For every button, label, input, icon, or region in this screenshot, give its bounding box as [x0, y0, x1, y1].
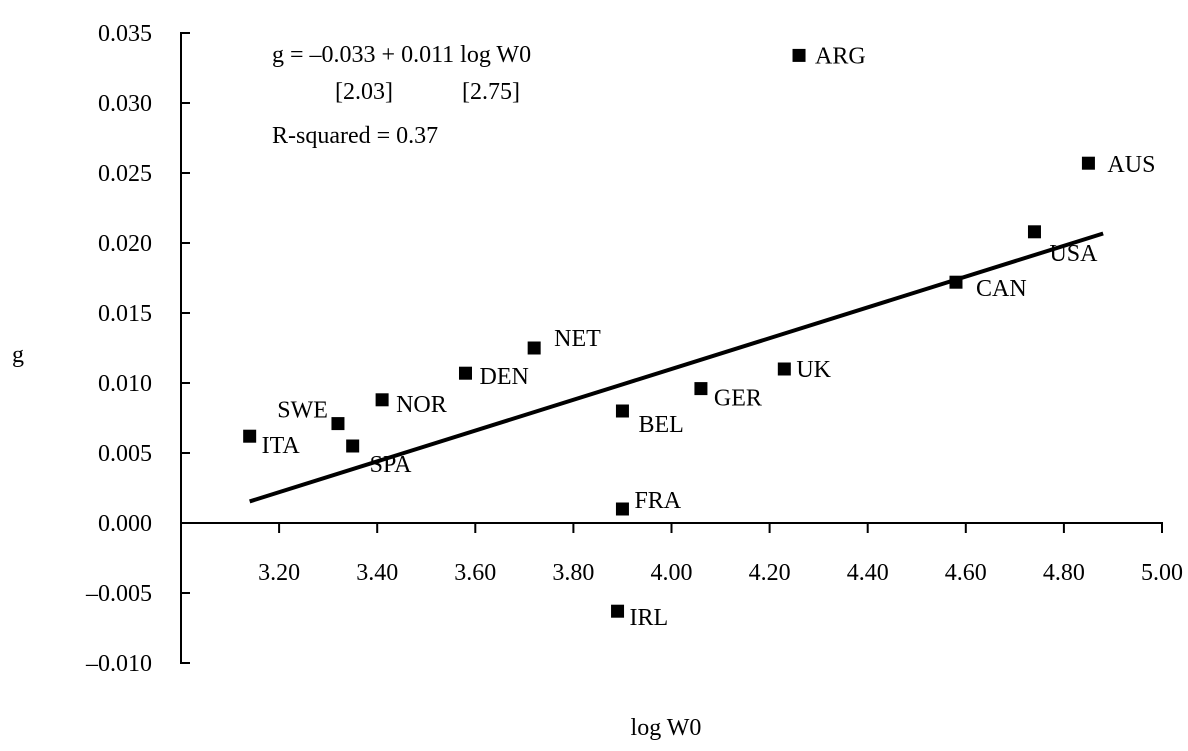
y-tick-label: 0.010: [98, 371, 152, 397]
data-point-ger: [694, 382, 708, 396]
data-point-swe: [331, 417, 345, 431]
point-label-spa: SPA: [370, 452, 412, 478]
x-tick-label: 4.20: [749, 560, 791, 586]
point-label-ger: GER: [714, 386, 762, 412]
x-tick-label: 4.80: [1043, 560, 1085, 586]
y-tick-label: 0.000: [98, 511, 152, 537]
data-point-arg: [792, 48, 806, 62]
x-tick-label: 4.40: [847, 560, 889, 586]
x-axis-title: log W0: [631, 715, 702, 741]
point-label-nor: NOR: [396, 392, 447, 418]
data-point-fra: [615, 502, 629, 516]
point-label-den: DEN: [479, 364, 528, 390]
point-label-irl: IRL: [630, 605, 669, 631]
y-tick-label: 0.035: [98, 21, 152, 47]
data-point-usa: [1027, 225, 1041, 239]
y-tick-label: 0.015: [98, 301, 152, 327]
x-tick-label: 3.20: [258, 560, 300, 586]
data-point-bel: [615, 404, 629, 418]
x-tick-label: 3.80: [552, 560, 594, 586]
x-ticks: 3.20 3.40 3.60 3.80 4.00 4.20 4.40 4.60 4.80 5.00: [258, 522, 1183, 586]
x-tick-label: 3.40: [356, 560, 398, 586]
data-point-net: [527, 341, 541, 355]
y-tick-label: 0.025: [98, 161, 152, 187]
y-tick-label: 0.020: [98, 231, 152, 257]
x-tick-label: 4.00: [651, 560, 693, 586]
y-axis-title: g: [12, 342, 24, 368]
y-tick-label: –0.010: [85, 651, 152, 677]
point-label-swe: SWE: [277, 398, 328, 424]
data-point-den: [458, 366, 472, 380]
data-point-nor: [375, 393, 389, 407]
data-point-can: [949, 275, 963, 289]
point-label-aus: AUS: [1107, 152, 1155, 178]
point-label-ita: ITA: [262, 433, 301, 459]
data-points: ARG AUS USA CAN NET UK DEN GER NOR BEL SWE ITA SPA FR…: [243, 43, 1155, 631]
point-label-net: NET: [554, 326, 601, 352]
data-point-uk: [777, 362, 791, 376]
point-label-fra: FRA: [634, 488, 681, 514]
equation-annotation: g = –0.033 + 0.011 log W0: [272, 42, 531, 68]
data-point-spa: [346, 439, 360, 453]
r-squared-annotation: R-squared = 0.37: [272, 123, 438, 149]
y-tick-label: 0.030: [98, 91, 152, 117]
x-tick-label: 3.60: [454, 560, 496, 586]
data-point-irl: [611, 604, 625, 618]
y-tick-label: –0.005: [85, 581, 152, 607]
y-ticks: 0.035 0.030 0.025 0.020 0.015 0.010 0.005 0.000…: [85, 21, 190, 677]
x-tick-label: 5.00: [1141, 560, 1183, 586]
point-label-bel: BEL: [638, 412, 683, 438]
intercept-tstat-annotation: [2.03]: [335, 79, 393, 105]
slope-tstat-annotation: [2.75]: [462, 79, 520, 105]
point-label-uk: UK: [796, 357, 831, 383]
point-label-usa: USA: [1049, 241, 1098, 267]
point-label-can: CAN: [976, 276, 1027, 302]
point-label-arg: ARG: [815, 43, 866, 69]
data-point-ita: [243, 429, 257, 443]
x-tick-label: 4.60: [945, 560, 987, 586]
y-tick-label: 0.005: [98, 441, 152, 467]
data-point-aus: [1081, 156, 1095, 170]
